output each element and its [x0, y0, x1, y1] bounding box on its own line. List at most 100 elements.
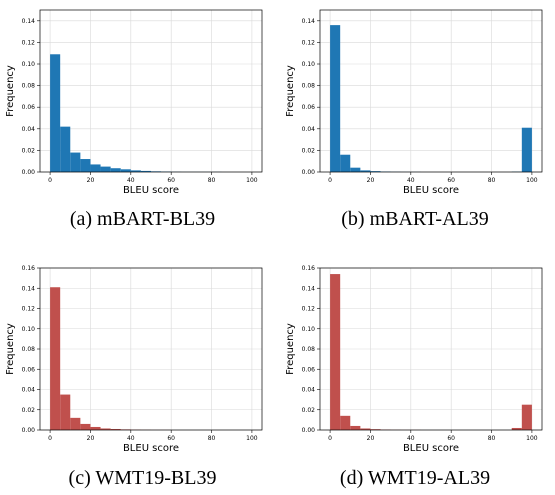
y-tick-label: 0.10	[22, 326, 36, 333]
y-tick-label: 0.02	[22, 147, 36, 154]
histogram-bar	[100, 428, 111, 430]
y-tick-label: 0.00	[302, 169, 316, 176]
x-tick-label: 60	[447, 177, 455, 184]
y-tick-label: 0.12	[22, 306, 36, 313]
histogram-panel-c: 0 20 40 60 80 100 0.00 0.02 0.04 0.06 0.08 0.10 0.12…	[0, 258, 270, 458]
caption-c: (c) WMT19-BL39	[68, 467, 217, 489]
histogram-bar	[70, 417, 81, 430]
x-tick-label: 0	[328, 435, 332, 442]
caption-b: (b) mBART-AL39	[341, 208, 489, 230]
histogram-bar	[110, 168, 121, 172]
y-axis-label: Frequency	[285, 65, 296, 117]
histogram-bar	[50, 287, 61, 430]
histogram-bar	[350, 167, 361, 172]
y-axis-label: Frequency	[5, 65, 16, 117]
histogram-bar	[120, 169, 131, 172]
x-axis-label: BLEU score	[403, 443, 459, 454]
x-tick-label: 80	[208, 177, 216, 184]
x-tick-label: 80	[488, 177, 496, 184]
histogram-bar	[70, 152, 81, 172]
y-tick-label: 0.00	[302, 427, 316, 434]
x-tick-label: 40	[127, 435, 135, 442]
y-tick-label: 0.14	[302, 18, 316, 25]
histogram-chart-d: 0 20 40 60 80 100 0.00 0.02 0.04 0.06 0.08 0.10 0.12…	[285, 265, 543, 454]
y-tick-label: 0.02	[302, 147, 316, 154]
x-axis-label: BLEU score	[123, 443, 179, 454]
y-tick-label: 0.02	[302, 407, 316, 414]
y-tick-label: 0.10	[302, 326, 316, 333]
histogram-bar	[350, 425, 361, 430]
y-tick-label: 0.06	[302, 104, 316, 111]
histogram-bar	[340, 154, 351, 172]
y-axis-label: Frequency	[5, 323, 16, 375]
y-tick-label: 0.12	[22, 39, 36, 46]
x-tick-label: 60	[167, 177, 175, 184]
y-tick-label: 0.06	[302, 366, 316, 373]
histogram-bar	[60, 394, 71, 430]
y-tick-label: 0.08	[22, 346, 36, 353]
y-tick-label: 0.16	[302, 265, 316, 272]
y-tick-label: 0.04	[22, 387, 36, 394]
histogram-bar	[90, 426, 101, 430]
y-tick-label: 0.14	[302, 285, 316, 292]
y-tick-label: 0.04	[22, 126, 36, 133]
y-tick-label: 0.00	[22, 169, 36, 176]
caption-a: (a) mBART-BL39	[69, 208, 216, 230]
x-tick-label: 40	[407, 435, 415, 442]
y-tick-label: 0.12	[302, 39, 316, 46]
x-tick-label: 80	[208, 435, 216, 442]
y-tick-label: 0.12	[302, 306, 316, 313]
caption-d: (d) WMT19-AL39	[339, 467, 491, 489]
histogram-chart-c: 0 20 40 60 80 100 0.00 0.02 0.04 0.06 0.08 0.10 0.12…	[5, 265, 263, 454]
histogram-bar	[370, 171, 381, 172]
y-axis-label: Frequency	[285, 323, 296, 375]
histogram-bar	[511, 427, 522, 430]
y-tick-label: 0.10	[302, 61, 316, 68]
histogram-bar	[370, 429, 381, 430]
histogram-bar	[360, 428, 371, 430]
y-tick-label: 0.00	[22, 427, 36, 434]
y-tick-label: 0.04	[302, 387, 316, 394]
y-tick-label: 0.16	[22, 265, 36, 272]
histogram-bar	[140, 170, 151, 172]
histogram-bar	[521, 127, 532, 172]
x-tick-label: 100	[246, 177, 258, 184]
x-tick-label: 20	[367, 177, 375, 184]
x-tick-label: 0	[328, 177, 332, 184]
y-tick-label: 0.08	[22, 83, 36, 90]
axes-frame	[39, 9, 263, 173]
histogram-panel-d: 0 20 40 60 80 100 0.00 0.02 0.04 0.06 0.08 0.10 0.12…	[280, 258, 550, 458]
x-tick-label: 60	[447, 435, 455, 442]
histogram-bar	[330, 25, 341, 173]
histogram-bar	[80, 159, 91, 172]
axes-frame	[319, 9, 543, 173]
y-tick-label: 0.08	[302, 346, 316, 353]
y-tick-label: 0.02	[22, 407, 36, 414]
x-axis-label: BLEU score	[123, 185, 179, 196]
x-tick-label: 20	[87, 435, 95, 442]
histogram-bar	[100, 166, 111, 172]
x-tick-label: 60	[167, 435, 175, 442]
x-tick-label: 0	[48, 177, 52, 184]
x-tick-label: 20	[87, 177, 95, 184]
histogram-chart-a: 0 20 40 60 80 100 0.00 0.02 0.04 0.06 0.08 0.10 0.12…	[5, 9, 263, 196]
x-axis-label: BLEU score	[403, 185, 459, 196]
y-tick-label: 0.08	[302, 83, 316, 90]
histogram-bar	[110, 428, 121, 430]
y-tick-label: 0.06	[22, 104, 36, 111]
x-tick-label: 100	[526, 177, 538, 184]
x-tick-label: 40	[407, 177, 415, 184]
histogram-bar	[360, 170, 371, 172]
y-tick-label: 0.10	[22, 61, 36, 68]
histogram-bar	[50, 54, 61, 172]
histogram-bar	[80, 423, 91, 430]
y-tick-label: 0.06	[22, 366, 36, 373]
y-tick-label: 0.14	[22, 18, 36, 25]
histogram-bar	[330, 274, 341, 430]
x-tick-label: 40	[127, 177, 135, 184]
histogram-bar	[60, 126, 71, 172]
histogram-bar	[90, 164, 101, 172]
x-tick-label: 80	[488, 435, 496, 442]
histogram-bar	[521, 404, 532, 430]
y-tick-label: 0.04	[302, 126, 316, 133]
